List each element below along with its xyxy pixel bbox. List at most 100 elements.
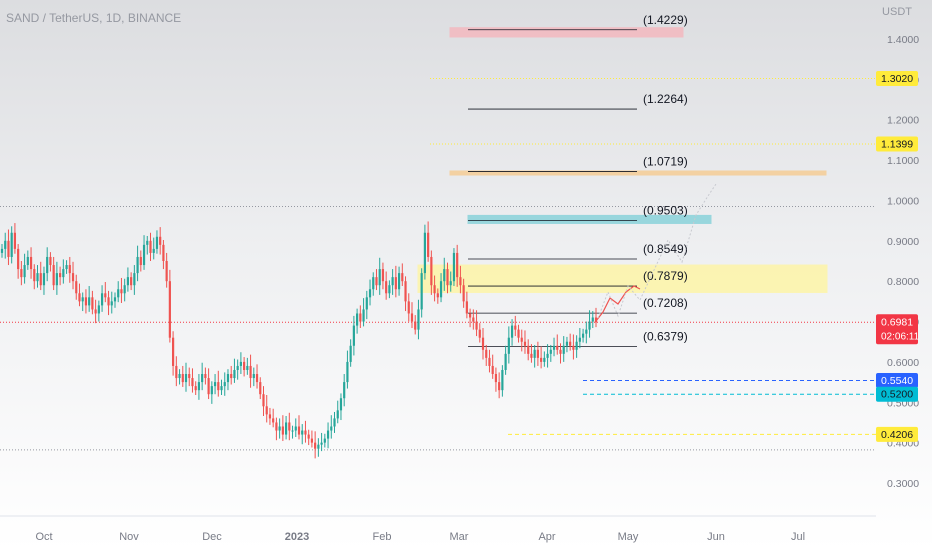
price-label-value: 0.6981 (881, 316, 913, 328)
x-tick-label: Jul (791, 531, 805, 543)
candle-body (485, 349, 488, 358)
candle-body (304, 430, 307, 435)
fib-label: (1.0719) (643, 154, 688, 168)
candle-body (307, 434, 310, 439)
candle-body (507, 337, 510, 354)
candle-body (165, 261, 168, 282)
candle-body (430, 256, 433, 286)
candle-body (36, 273, 39, 282)
candle-body (213, 382, 217, 387)
y-tick-label: 1.0000 (887, 195, 919, 207)
candle-body (452, 252, 456, 282)
candle-body (78, 293, 81, 302)
x-tick-label: Apr (538, 531, 555, 543)
candle-body (100, 293, 104, 306)
candle-body (339, 398, 343, 411)
candle-body (275, 422, 278, 431)
candle-body (378, 269, 381, 286)
candle-body (427, 232, 430, 257)
fib-label: (0.7879) (643, 269, 688, 283)
candle-body (397, 273, 401, 290)
candle-body (81, 297, 84, 302)
candle-body (385, 281, 388, 294)
candle-body (301, 430, 304, 435)
candle-body (533, 349, 536, 358)
candle-body (243, 361, 246, 370)
candle-body (272, 418, 275, 423)
price-label-countdown: 02:06:11 (881, 331, 920, 342)
candle-body (488, 357, 491, 366)
candle-body (136, 256, 139, 274)
candle-body (184, 374, 188, 383)
candle-body (585, 329, 588, 334)
candle-body (146, 240, 149, 245)
candle-body (117, 289, 120, 298)
candle-body (449, 281, 452, 286)
candle-body (365, 297, 368, 310)
candle-body (540, 357, 543, 362)
candle-body (281, 426, 284, 435)
candle-body (223, 382, 226, 387)
candle-body (423, 232, 427, 274)
candle-body (162, 244, 165, 261)
candle-body (317, 444, 320, 449)
candle-body (478, 329, 481, 338)
candle-body (588, 321, 591, 330)
candle-body (55, 273, 58, 286)
candle-body (59, 273, 62, 278)
candle-body (465, 301, 468, 314)
candle-body (210, 386, 213, 395)
price-labels-layer: 1.3020 1.1399 0.6981 02:06:11 0.5540 0.5200 0.… (876, 71, 920, 442)
candle-body (381, 269, 385, 282)
candle-body (410, 313, 414, 322)
candle-body (346, 361, 349, 383)
y-tick-label: 1.1000 (887, 155, 919, 167)
candle-body (152, 248, 155, 253)
candle-body (13, 232, 17, 249)
candle-body (336, 410, 339, 419)
price-label-box (876, 426, 918, 442)
candle-body (504, 353, 507, 370)
candle-body (527, 345, 530, 354)
fib-label: (0.7208) (643, 296, 688, 310)
candle-body (446, 269, 449, 286)
candle-body (239, 361, 242, 366)
candle-body (268, 414, 272, 419)
candle-body (130, 277, 133, 286)
candle-body (594, 317, 598, 323)
y-tick-label: 1.4000 (887, 34, 919, 46)
candle-body (139, 256, 142, 266)
candle-body (133, 273, 136, 286)
candle-body (123, 285, 126, 294)
symbol-title: SAND / TetherUS, 1D, BINANCE (6, 11, 182, 25)
candle-body (310, 438, 314, 443)
candle-body (97, 305, 100, 314)
candle-body (549, 349, 552, 354)
candle-body (246, 365, 249, 370)
candle-body (294, 426, 297, 431)
candle-body (23, 265, 26, 278)
x-tick-label: Oct (35, 531, 52, 543)
candle-body (62, 269, 65, 278)
candle-body (578, 337, 581, 342)
candle-body (320, 442, 323, 445)
cyan-zone (467, 214, 712, 224)
candle-body (104, 293, 107, 298)
candle-body (197, 382, 201, 391)
candle-body (581, 333, 585, 338)
candle-body (372, 277, 375, 290)
candle-body (414, 321, 417, 330)
orange-zone (449, 170, 827, 176)
candle-body (572, 345, 575, 350)
candle-body (375, 277, 378, 286)
candle-body (188, 374, 191, 379)
candle-body (388, 285, 391, 294)
fib-levels-layer: (1.4229) (1.2264) (1.0719) (0.9503) (0.8549)… (468, 13, 688, 348)
candle-body (284, 422, 288, 435)
x-tick-label: Dec (202, 531, 222, 543)
candle-body (501, 369, 504, 391)
candle-body (4, 240, 7, 249)
candle-body (368, 289, 372, 298)
candle-body (288, 422, 291, 431)
